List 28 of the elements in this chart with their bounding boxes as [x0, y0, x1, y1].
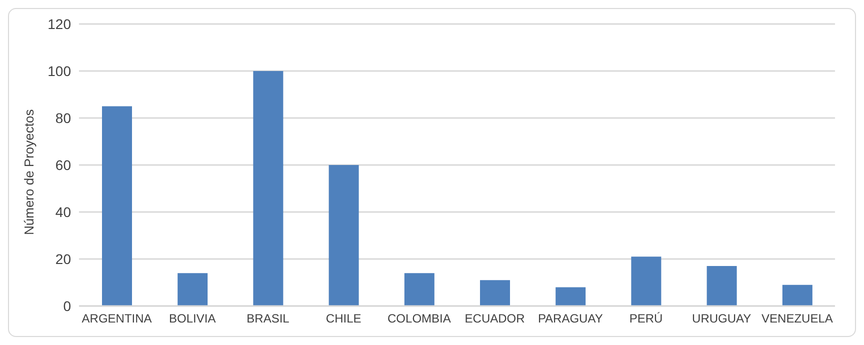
bar: [102, 106, 132, 306]
bar: [178, 273, 208, 306]
x-tick-label: PARAGUAY: [538, 312, 603, 326]
y-tick-label: 60: [55, 156, 72, 173]
bar: [480, 280, 510, 306]
y-tick-label: 0: [63, 298, 72, 314]
bar: [706, 266, 737, 306]
x-tick-label: BOLIVIA: [169, 312, 216, 326]
y-tick-label: 40: [55, 204, 72, 220]
y-axis-title: Número de Proyectos: [22, 108, 37, 235]
y-tick-label: 20: [55, 250, 72, 267]
x-tick-label: CHILE: [326, 312, 362, 326]
x-tick-label: VENEZUELA: [762, 312, 833, 326]
y-tick-label: 100: [48, 62, 72, 79]
x-tick-label: ECUADOR: [464, 312, 526, 326]
bar: [328, 165, 359, 306]
bar: [404, 273, 434, 306]
x-tick-label: ARGENTINA: [82, 312, 152, 326]
x-tick-label: BRASIL: [246, 312, 290, 326]
x-tick-label: PERÚ: [629, 312, 663, 326]
bar: [782, 284, 812, 306]
y-tick-label: 120: [48, 16, 72, 32]
bar: [253, 71, 284, 306]
bar: [631, 256, 662, 306]
x-tick-label: URUGUAY: [692, 312, 752, 326]
y-tick-label: 80: [55, 110, 72, 126]
bar: [556, 287, 586, 306]
x-tick-label: COLOMBIA: [388, 312, 451, 326]
